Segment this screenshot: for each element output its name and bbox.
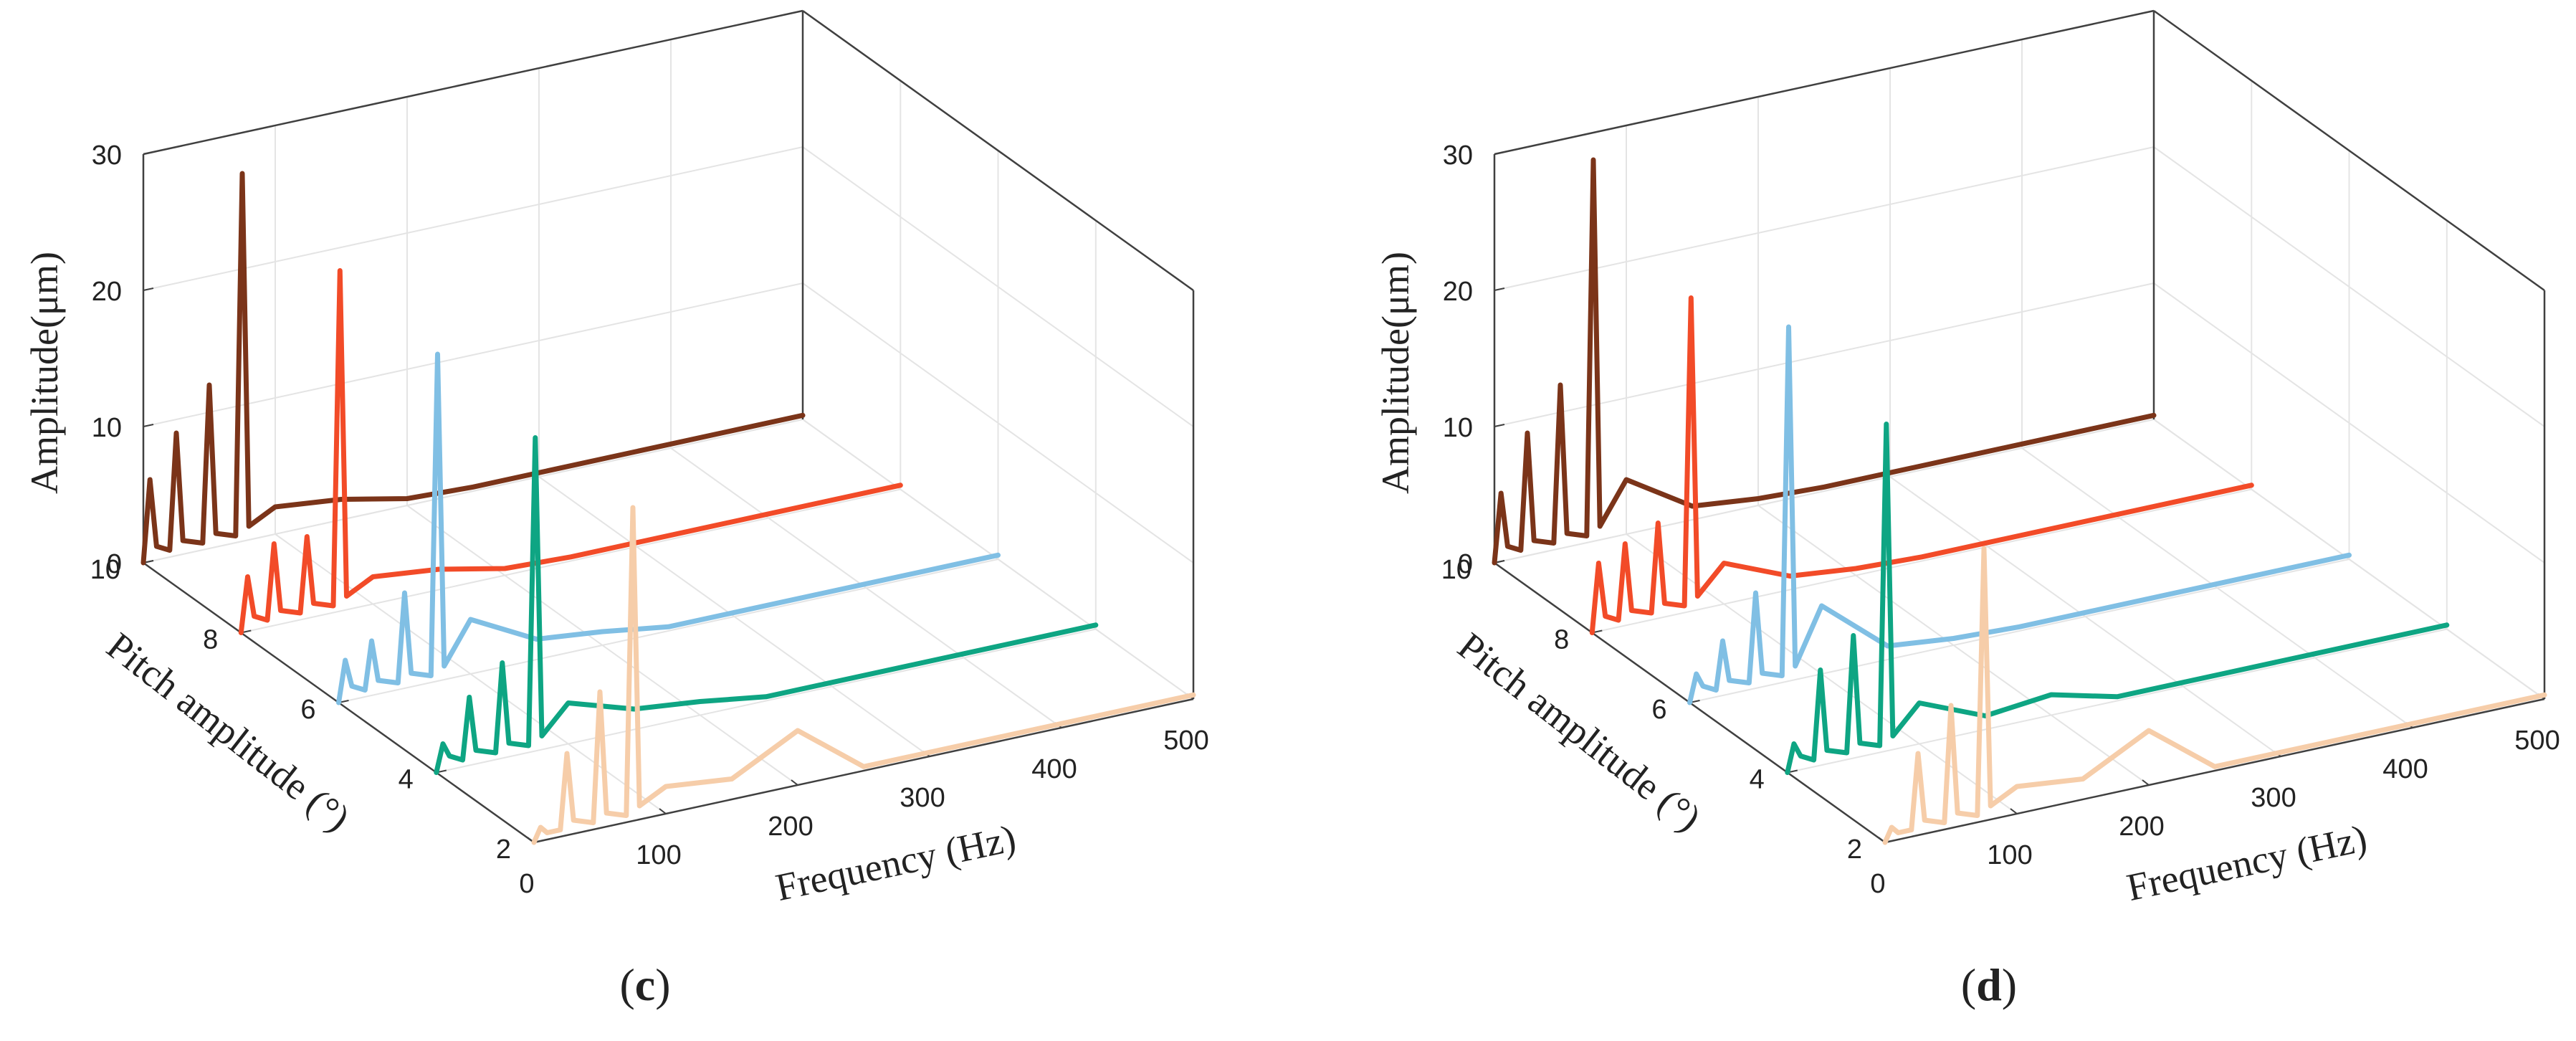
y-axis-title: Pitch amplitude (°) [1450,624,1709,840]
x-tick-label: 400 [1031,754,1077,784]
grid-line [2153,146,2545,427]
y-tick-label: 6 [300,695,315,725]
grid-line [143,282,803,427]
panel-caption: (d) [1961,959,2017,1010]
series-line-pitch-6 [336,351,1001,705]
x-tick-mark [791,779,798,786]
x-tick-mark [2010,808,2018,814]
z-axis-title: Amplitude(μm) [1374,252,1417,494]
grid-line [802,282,1194,564]
series-line-pitch-10 [140,171,806,566]
series-line-pitch-2 [531,505,1196,845]
z-tick-mark [1494,287,1505,291]
y-tick-label: 10 [90,555,120,585]
z-tick-label: 20 [1443,277,1473,307]
z-tick-label: 20 [92,277,122,307]
grid-line [1592,488,2252,634]
panel-letter: d [1976,959,2002,1010]
series-line-pitch-4 [1785,422,2450,775]
grid-line [1787,628,2448,774]
series-line-pitch-8 [238,268,903,635]
box-edge [1494,9,2155,156]
z-tick-mark [143,287,154,291]
grid-line [1494,419,2155,564]
y-axis-title: Pitch amplitude (°) [99,624,358,840]
y-tick-label: 4 [1750,765,1765,795]
grid-line [802,146,1194,427]
grid-line [436,628,1097,774]
series-line-pitch-8 [1589,295,2254,635]
grid-line [143,146,803,291]
z-tick-label: 10 [1443,413,1473,443]
x-tick-label: 0 [1870,869,1885,899]
box-edge [2153,9,2545,292]
y-tick-label: 10 [1441,555,1471,585]
grid-line [1494,146,2155,291]
z-tick-mark [143,151,154,155]
z-tick-mark [1494,151,1505,155]
z-tick-label: 10 [92,413,122,443]
x-tick-label: 100 [636,840,681,870]
y-tick-label: 6 [1651,695,1666,725]
grid-line [2153,282,2545,564]
x-tick-label: 500 [1163,726,1208,756]
z-tick-label: 30 [1443,141,1473,171]
box-edge [143,9,803,156]
x-tick-label: 300 [900,783,945,813]
y-tick-label: 4 [399,765,414,795]
series-line-pitch-4 [434,435,1099,775]
x-tick-mark [2142,779,2150,786]
z-tick-label: 0 [1458,549,1473,579]
y-tick-label: 8 [1554,625,1569,655]
panel-caption: (c) [619,959,670,1010]
grid-line [1494,282,2155,427]
axis-line-x [1884,698,2545,844]
y-tick-label: 2 [1847,835,1862,865]
z-tick-mark [143,424,154,427]
x-tick-mark [659,808,667,814]
x-tick-label: 200 [768,812,813,842]
z-tick-mark [1494,424,1505,427]
grid-line [338,558,998,703]
y-tick-label: 8 [203,625,218,655]
z-tick-label: 0 [107,549,122,579]
grid-line [1689,558,2350,703]
panel-letter: c [635,959,655,1010]
z-tick-label: 30 [92,141,122,171]
axis-line-x [533,698,1194,844]
grid-line [241,488,901,634]
x-tick-label: 100 [1987,840,2032,870]
x-tick-label: 0 [519,869,534,899]
series-line-pitch-10 [1492,157,2157,566]
y-tick-label: 2 [496,835,511,865]
x-tick-label: 300 [2251,783,2296,813]
series-line-pitch-2 [1882,546,2547,845]
x-tick-label: 200 [2119,812,2164,842]
grid-line [143,419,803,564]
box-edge [802,9,1194,292]
x-tick-label: 400 [2382,754,2428,784]
z-axis-title: Amplitude(μm) [23,252,66,494]
series-line-pitch-6 [1687,324,2352,705]
x-tick-label: 500 [2514,726,2560,756]
